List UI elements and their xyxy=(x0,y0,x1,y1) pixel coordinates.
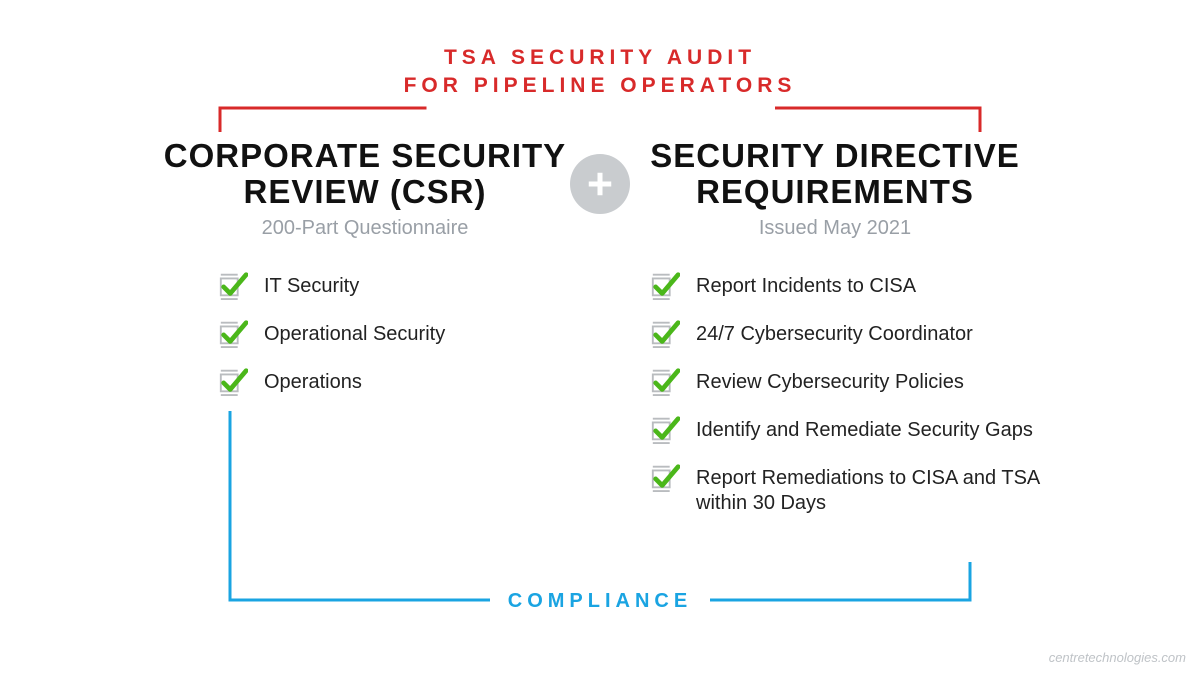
left-item-2-label: Operations xyxy=(264,366,362,395)
left-title-line2: REVIEW (CSR) xyxy=(244,173,487,210)
top-title: TSA SECURITY AUDIT FOR PIPELINE OPERATOR… xyxy=(0,44,1200,101)
left-panel-heading: CORPORATE SECURITY REVIEW (CSR) 200-Part… xyxy=(145,138,585,240)
list-item: Report Remediations to CISA and TSA with… xyxy=(650,462,1070,516)
check-icon xyxy=(218,318,248,348)
right-checklist: Report Incidents to CISA 24/7 Cybersecur… xyxy=(650,270,1070,534)
right-title-line1: SECURITY DIRECTIVE xyxy=(650,137,1019,174)
right-title-line2: REQUIREMENTS xyxy=(696,173,974,210)
attribution: centretechnologies.com xyxy=(1049,650,1186,665)
left-subtitle: 200-Part Questionnaire xyxy=(145,217,585,240)
top-title-line1: TSA SECURITY AUDIT xyxy=(0,44,1200,72)
compliance-label: COMPLIANCE xyxy=(0,590,1200,613)
left-item-1-label: Operational Security xyxy=(264,318,445,347)
check-icon xyxy=(650,366,680,396)
list-item: Operational Security xyxy=(218,318,578,348)
left-title-line1: CORPORATE SECURITY xyxy=(164,137,566,174)
check-icon xyxy=(650,318,680,348)
right-item-3-label: Identify and Remediate Security Gaps xyxy=(696,414,1033,443)
list-item: IT Security xyxy=(218,270,578,300)
right-item-2-label: Review Cybersecurity Policies xyxy=(696,366,964,395)
right-subtitle: Issued May 2021 xyxy=(615,217,1055,240)
left-checklist: IT Security Operational Security Operati… xyxy=(218,270,578,414)
top-title-line2: FOR PIPELINE OPERATORS xyxy=(0,72,1200,100)
right-item-4-label: Report Remediations to CISA and TSA with… xyxy=(696,462,1070,516)
check-icon xyxy=(218,270,248,300)
list-item: 24/7 Cybersecurity Coordinator xyxy=(650,318,1070,348)
list-item: Review Cybersecurity Policies xyxy=(650,366,1070,396)
right-item-1-label: 24/7 Cybersecurity Coordinator xyxy=(696,318,973,347)
right-panel-heading: SECURITY DIRECTIVE REQUIREMENTS Issued M… xyxy=(615,138,1055,240)
check-icon xyxy=(650,462,680,492)
list-item: Identify and Remediate Security Gaps xyxy=(650,414,1070,444)
check-icon xyxy=(650,414,680,444)
right-item-0-label: Report Incidents to CISA xyxy=(696,270,916,299)
check-icon xyxy=(650,270,680,300)
left-item-0-label: IT Security xyxy=(264,270,359,299)
check-icon xyxy=(218,366,248,396)
list-item: Operations xyxy=(218,366,578,396)
list-item: Report Incidents to CISA xyxy=(650,270,1070,300)
